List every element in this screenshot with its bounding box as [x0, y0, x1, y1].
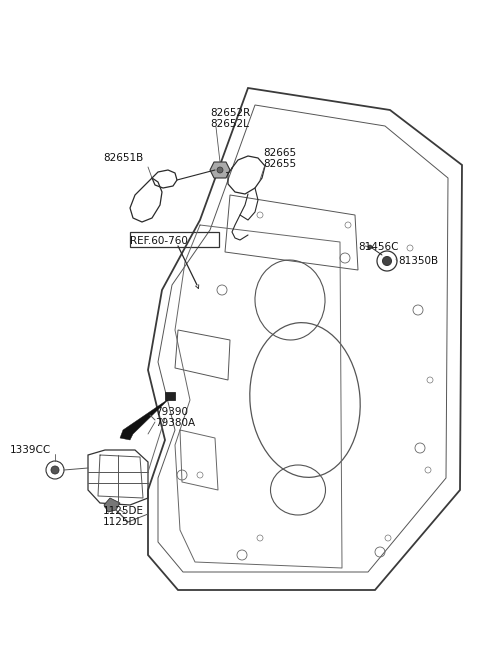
Polygon shape	[120, 398, 170, 440]
Polygon shape	[210, 162, 230, 178]
Text: 82652L: 82652L	[210, 119, 249, 129]
Text: 82651B: 82651B	[103, 153, 143, 163]
Text: 82665: 82665	[263, 148, 296, 158]
Text: 79390: 79390	[155, 407, 188, 417]
Text: 82655: 82655	[263, 159, 296, 169]
Text: 79380A: 79380A	[155, 418, 195, 428]
Text: 82652R: 82652R	[210, 108, 250, 118]
Bar	[165, 392, 175, 400]
Text: REF.60-760: REF.60-760	[130, 236, 188, 246]
Circle shape	[383, 257, 392, 265]
Text: 81350B: 81350B	[398, 256, 438, 266]
Circle shape	[217, 167, 223, 173]
Text: 1125DE: 1125DE	[103, 506, 144, 516]
Text: 81456C: 81456C	[358, 242, 398, 252]
Text: 1339CC: 1339CC	[10, 445, 51, 455]
Polygon shape	[104, 498, 120, 512]
Circle shape	[51, 466, 59, 474]
Text: 1125DL: 1125DL	[103, 517, 143, 527]
Circle shape	[368, 245, 372, 249]
